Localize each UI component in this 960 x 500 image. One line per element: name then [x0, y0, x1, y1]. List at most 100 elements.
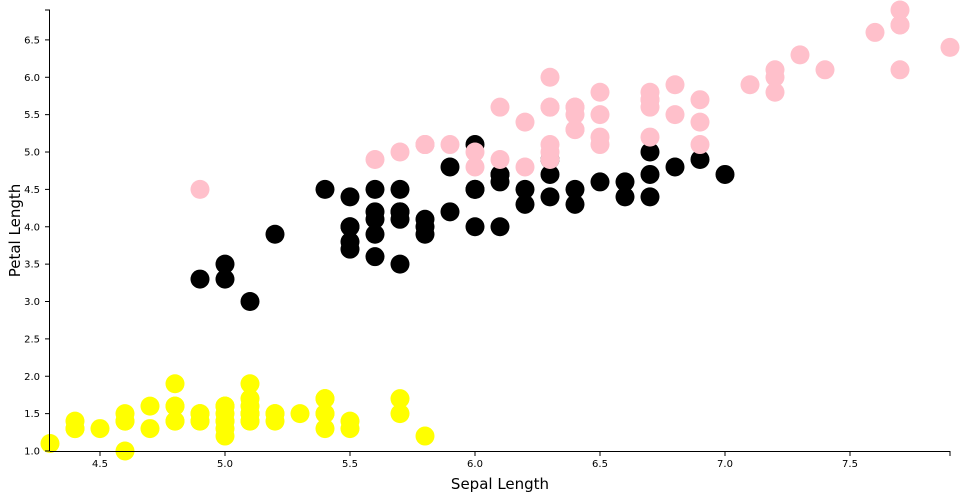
data-point-series-3 [690, 90, 710, 110]
data-point-series-1 [315, 419, 335, 439]
y-axis-title: Petal Length [6, 184, 24, 278]
data-point-series-3 [565, 120, 585, 140]
data-point-series-2 [540, 187, 560, 207]
x-tick-label: 6.0 [467, 459, 483, 470]
data-point-series-1 [165, 396, 185, 416]
data-point-series-2 [390, 179, 410, 199]
data-point-series-3 [765, 67, 785, 87]
x-tick-label: 7.5 [842, 459, 858, 470]
y-tick-label: 5.0 [24, 148, 40, 159]
data-point-series-1 [165, 411, 185, 431]
data-point-series-3 [890, 15, 910, 35]
data-point-series-3 [690, 135, 710, 155]
data-point-series-2 [465, 217, 485, 237]
data-point-series-3 [765, 82, 785, 102]
data-point-series-1 [240, 396, 260, 416]
data-point-series-2 [565, 179, 585, 199]
data-point-series-2 [590, 172, 610, 192]
data-point-series-1 [340, 419, 360, 439]
data-point-series-2 [340, 217, 360, 237]
data-point-series-3 [490, 97, 510, 117]
data-point-series-3 [440, 135, 460, 155]
data-point-series-3 [465, 157, 485, 177]
data-point-series-3 [190, 179, 210, 199]
data-point-series-2 [315, 179, 335, 199]
data-point-series-1 [165, 374, 185, 394]
y-tick-label: 1.0 [24, 447, 40, 458]
y-tick-label: 4.5 [24, 185, 40, 196]
data-point-series-3 [540, 67, 560, 87]
data-point-series-1 [115, 411, 135, 431]
data-point-series-2 [690, 149, 710, 169]
data-point-series-2 [490, 217, 510, 237]
data-point-series-2 [415, 217, 435, 237]
data-point-series-2 [515, 194, 535, 214]
data-point-series-3 [690, 112, 710, 132]
data-point-series-3 [590, 127, 610, 147]
data-point-series-1 [215, 396, 235, 416]
y-tick-label: 1.5 [24, 409, 40, 420]
data-point-series-3 [415, 135, 435, 155]
data-point-series-2 [540, 164, 560, 184]
x-tick-label: 5.0 [217, 459, 233, 470]
data-point-series-2 [490, 172, 510, 192]
data-point-series-2 [640, 164, 660, 184]
x-tick-label: 6.5 [592, 459, 608, 470]
data-point-series-3 [540, 97, 560, 117]
data-point-series-1 [240, 374, 260, 394]
data-point-series-3 [640, 127, 660, 147]
data-point-series-3 [515, 112, 535, 132]
data-point-series-2 [365, 247, 385, 267]
y-tick-label: 2.0 [24, 372, 40, 383]
data-point-series-2 [565, 194, 585, 214]
data-point-series-2 [215, 254, 235, 274]
y-tick-label: 3.0 [24, 297, 40, 308]
data-point-series-3 [565, 105, 585, 125]
data-point-series-2 [365, 179, 385, 199]
data-point-series-1 [90, 419, 110, 439]
data-point-series-2 [615, 172, 635, 192]
y-tick-label: 2.5 [24, 334, 40, 345]
data-point-series-3 [790, 45, 810, 65]
data-point-series-3 [365, 149, 385, 169]
data-point-series-3 [665, 105, 685, 125]
data-point-series-1 [140, 396, 160, 416]
data-point-series-2 [615, 187, 635, 207]
data-point-series-1 [65, 419, 85, 439]
data-point-series-3 [490, 149, 510, 169]
data-point-series-2 [390, 254, 410, 274]
x-tick-label: 5.5 [342, 459, 358, 470]
data-point-series-3 [590, 105, 610, 125]
data-point-series-1 [265, 404, 285, 424]
data-point-series-3 [640, 90, 660, 110]
data-point-series-2 [365, 224, 385, 244]
data-point-series-2 [640, 187, 660, 207]
y-tick-label: 3.5 [24, 260, 40, 271]
data-point-series-3 [540, 142, 560, 162]
data-point-series-1 [190, 411, 210, 431]
data-point-series-1 [390, 404, 410, 424]
data-point-series-2 [215, 269, 235, 289]
y-tick-label: 4.0 [24, 222, 40, 233]
data-point-series-1 [315, 404, 335, 424]
data-point-series-3 [465, 142, 485, 162]
data-point-series-2 [265, 224, 285, 244]
y-tick-label: 6.5 [24, 35, 40, 46]
data-point-series-1 [215, 411, 235, 431]
data-point-series-2 [340, 187, 360, 207]
x-tick-label: 4.5 [92, 459, 108, 470]
data-point-series-3 [890, 0, 910, 20]
y-tick-label: 6.0 [24, 73, 40, 84]
x-axis-title: Sepal Length [451, 475, 549, 493]
data-point-series-1 [390, 389, 410, 409]
data-point-series-2 [340, 239, 360, 259]
x-tick-label: 7.0 [717, 459, 733, 470]
y-tick-label: 5.5 [24, 110, 40, 121]
data-point-series-2 [640, 142, 660, 162]
data-point-series-1 [290, 404, 310, 424]
data-point-series-3 [590, 82, 610, 102]
data-point-series-3 [390, 142, 410, 162]
data-point-series-1 [140, 419, 160, 439]
x-axis-ticks: 4.5 5.0 5.5 6.0 6.5 7.0 7.5 [92, 451, 951, 470]
